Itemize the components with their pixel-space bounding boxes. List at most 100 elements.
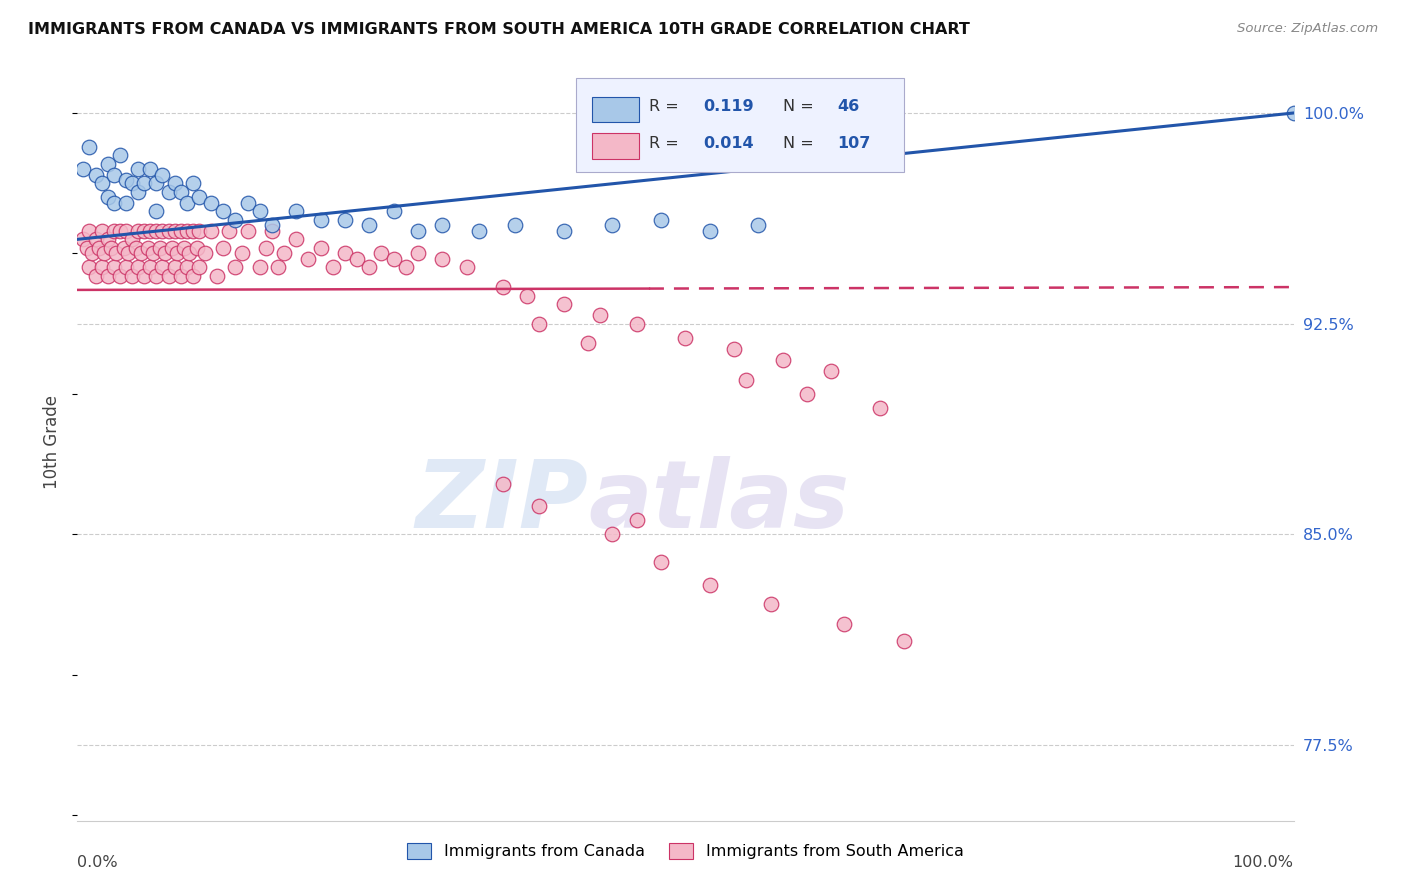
Point (699, 578, 721, 592)
Point (157, 185, 180, 199)
Point (97, 268, 120, 283)
Point (173, 241, 195, 255)
Point (516, 288, 538, 302)
Text: IMMIGRANTS FROM CANADA VS IMMIGRANTS FROM SOUTH AMERICA 10TH GRADE CORRELATION C: IMMIGRANTS FROM CANADA VS IMMIGRANTS FRO… (28, 22, 970, 37)
Point (163, 176, 186, 190)
Point (176, 260, 198, 275)
Point (139, 224, 162, 238)
Point (832, 617, 855, 632)
Point (260, 224, 283, 238)
Point (322, 260, 344, 275)
Point (309, 241, 332, 255)
Point (224, 260, 246, 275)
Point (163, 224, 186, 238)
Text: 100.0%: 100.0% (1233, 855, 1294, 870)
Legend: Immigrants from Canada, Immigrants from South America: Immigrants from Canada, Immigrants from … (401, 837, 970, 866)
Text: N =: N = (783, 99, 814, 114)
Point (153, 246, 176, 260)
Point (699, 224, 721, 238)
Point (127, 185, 149, 199)
Point (675, 331, 697, 345)
Point (117, 246, 139, 260)
Point (170, 268, 193, 283)
Point (285, 232, 308, 246)
Point (176, 224, 198, 238)
Point (430, 252, 453, 266)
Point (125, 241, 148, 255)
Point (134, 268, 156, 283)
Text: 107: 107 (838, 136, 870, 151)
Point (188, 190, 211, 204)
Point (273, 246, 295, 260)
Point (224, 212, 246, 227)
Y-axis label: 10th Grade: 10th Grade (44, 394, 62, 489)
Point (200, 224, 222, 238)
Point (236, 195, 259, 210)
Point (181, 224, 204, 238)
Point (105, 246, 128, 260)
Point (103, 224, 125, 238)
Point (108, 224, 131, 238)
Point (136, 241, 159, 255)
Point (90, 260, 112, 275)
Point (359, 260, 381, 275)
Point (260, 219, 283, 233)
Point (869, 401, 891, 415)
Point (80, 246, 103, 260)
Point (212, 241, 235, 255)
Point (108, 268, 131, 283)
Point (492, 280, 515, 294)
Point (157, 224, 180, 238)
Point (84, 232, 107, 246)
Point (121, 232, 143, 246)
Point (84, 168, 107, 182)
Point (139, 162, 162, 177)
Point (370, 246, 392, 260)
Point (142, 246, 165, 260)
Point (186, 241, 208, 255)
Text: Source: ZipAtlas.com: Source: ZipAtlas.com (1237, 22, 1378, 36)
Text: N =: N = (783, 136, 814, 151)
Point (346, 252, 368, 266)
Point (127, 162, 149, 177)
Point (97, 232, 120, 246)
Point (163, 260, 186, 275)
Point (759, 598, 782, 612)
Point (406, 246, 429, 260)
Point (166, 246, 188, 260)
Text: 0.0%: 0.0% (77, 855, 118, 870)
Text: 46: 46 (838, 99, 859, 114)
Point (333, 212, 356, 227)
Point (188, 224, 211, 238)
Point (84, 268, 107, 283)
Point (72, 162, 94, 177)
Point (121, 268, 143, 283)
Point (333, 246, 356, 260)
Point (115, 195, 138, 210)
Point (89, 241, 111, 255)
Point (176, 195, 198, 210)
Point (796, 386, 818, 401)
Point (129, 246, 152, 260)
Text: atlas: atlas (588, 456, 849, 549)
Point (406, 224, 429, 238)
Point (735, 373, 758, 387)
Point (395, 260, 418, 275)
Point (100, 241, 122, 255)
Point (576, 336, 599, 351)
Point (181, 268, 204, 283)
Point (218, 224, 240, 238)
Text: 0.014: 0.014 (703, 136, 754, 151)
Point (194, 246, 217, 260)
Point (1282, 106, 1305, 120)
Point (602, 219, 624, 233)
Point (90, 224, 112, 238)
Point (115, 173, 138, 187)
Point (529, 499, 551, 513)
Text: R =: R = (650, 99, 679, 114)
Point (456, 260, 478, 275)
Point (152, 260, 174, 275)
Point (747, 219, 769, 233)
Point (772, 353, 794, 368)
Point (529, 317, 551, 331)
